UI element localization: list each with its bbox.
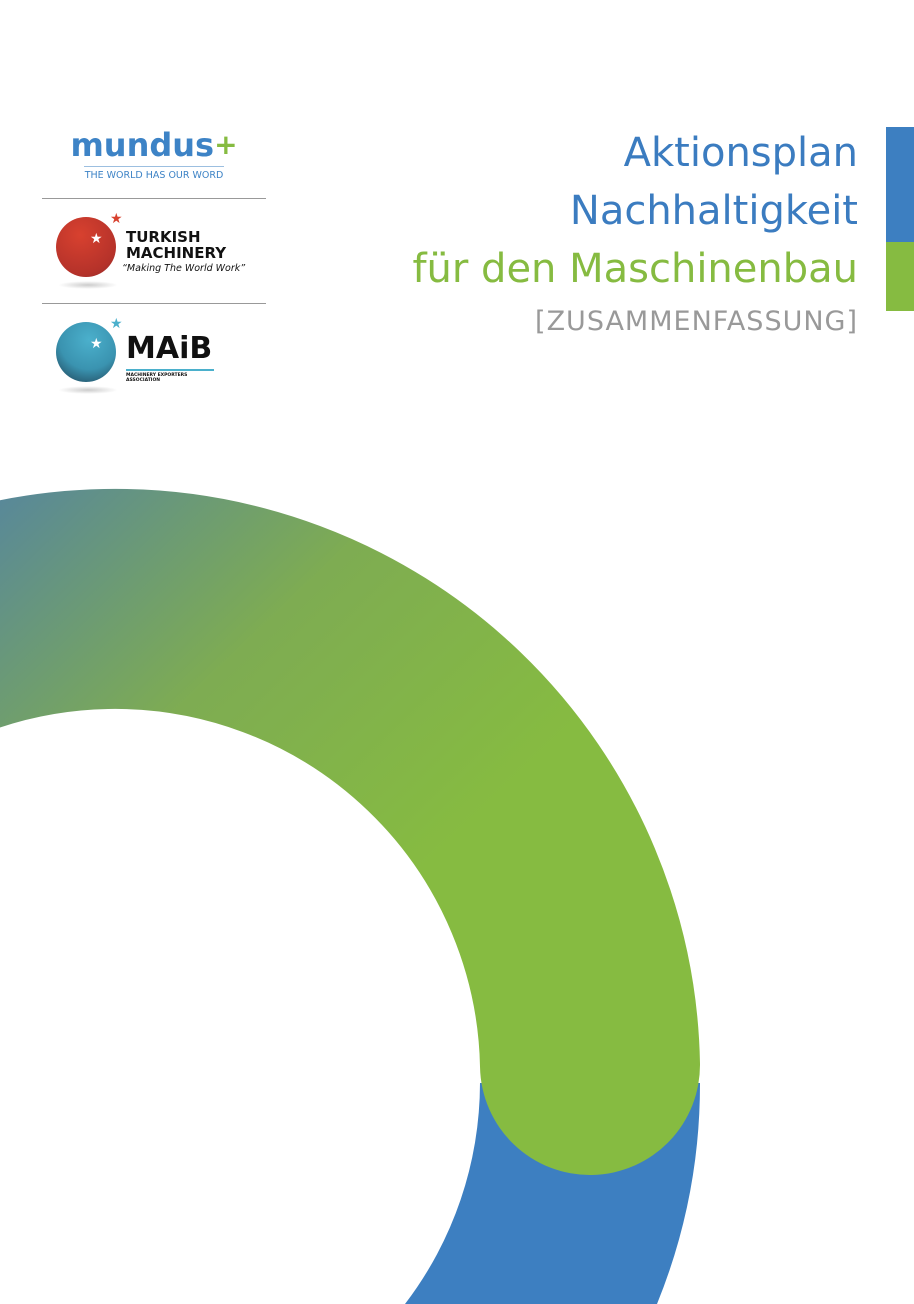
mundus-logo: mundus+ THE WORLD HAS OUR WORD (42, 120, 266, 198)
mundus-wordmark: mundus (70, 126, 215, 164)
document-subtitle: [ZUSAMMENFASSUNG] (535, 306, 858, 337)
star-icon: ★ (110, 211, 123, 227)
plus-icon: + (214, 128, 238, 161)
title-line-2: Nachhaltigkeit (569, 188, 858, 234)
ring-green-segment (0, 488, 700, 1175)
title-line-1: Aktionsplan (623, 130, 858, 176)
accent-bar-blue (886, 127, 914, 242)
tm-line1: TURKISH (126, 228, 201, 246)
mundus-tagline: THE WORLD HAS OUR WORD (84, 166, 224, 181)
star-icon: ★ (90, 336, 103, 352)
globe-shadow (58, 281, 118, 289)
star-icon: ★ (110, 316, 123, 332)
maib-subtitle: MACHINERY EXPORTERS ASSOCIATION (126, 369, 214, 383)
document-title: Aktionsplan Nachhaltigkeit für den Masch… (412, 124, 858, 337)
tm-line2: MACHINERY (126, 244, 227, 262)
globe-shadow (58, 386, 118, 394)
red-globe-icon (56, 217, 116, 277)
maib-logo: ★ ★ MAiB MACHINERY EXPORTERS ASSOCIATION (42, 304, 266, 408)
turkish-machinery-logo: ★ ★ TURKISH MACHINERY “Making The World W… (42, 199, 266, 303)
accent-bar-green (886, 242, 914, 311)
teal-globe-icon (56, 322, 116, 382)
maib-wordmark: MAiB (126, 331, 213, 366)
partner-logos: mundus+ THE WORLD HAS OUR WORD ★ ★ TURKI… (42, 120, 266, 408)
title-line-3: für den Maschinenbau (412, 246, 858, 292)
star-icon: ★ (90, 231, 103, 247)
divider (42, 198, 266, 199)
divider (42, 303, 266, 304)
tm-slogan: “Making The World Work” (122, 263, 246, 274)
